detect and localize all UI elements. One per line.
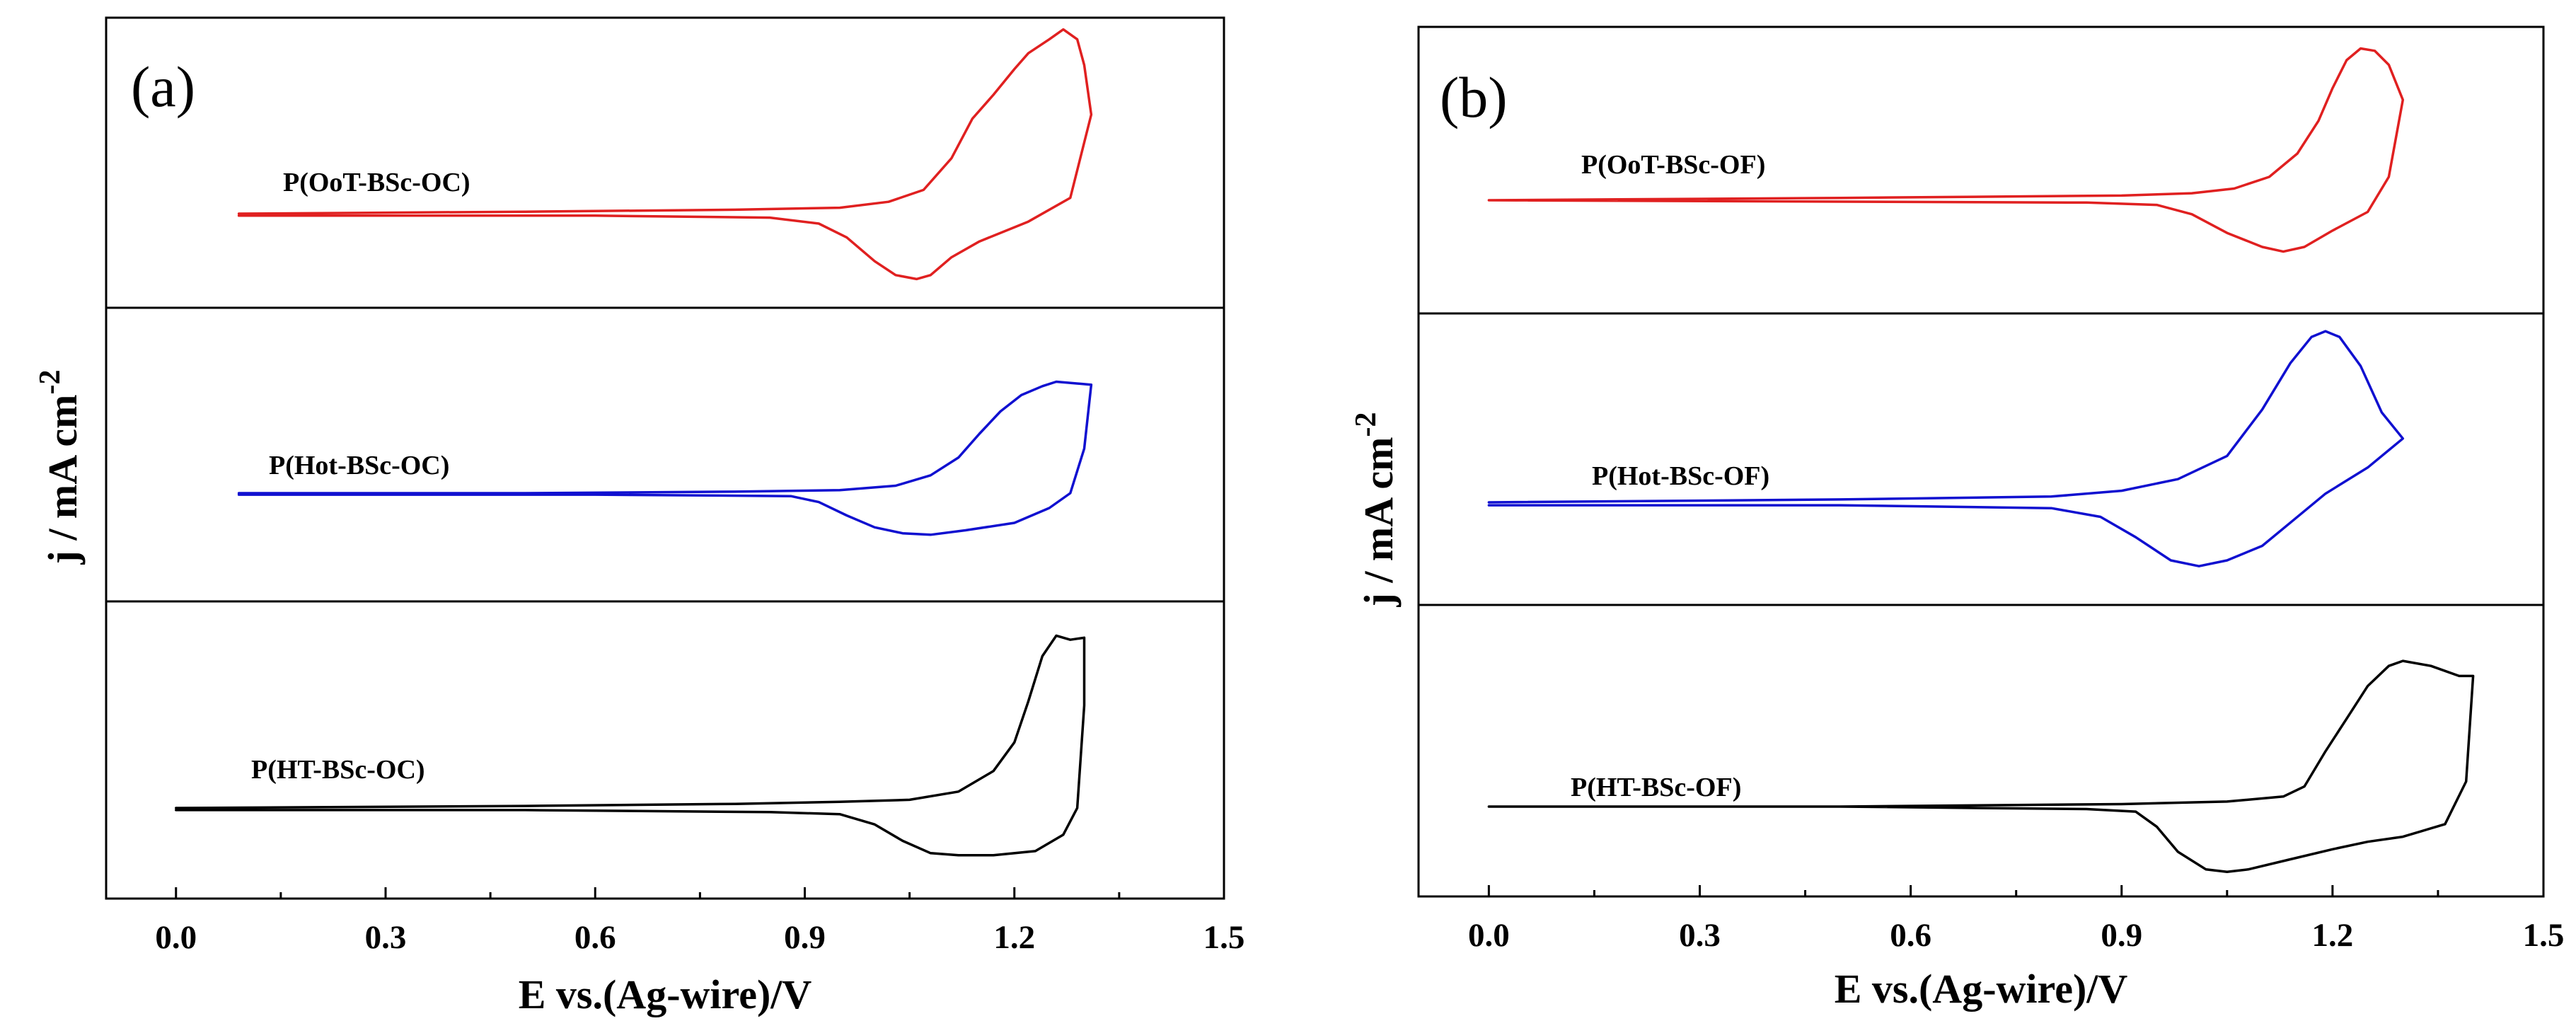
- x-axis-ticks-a: [175, 887, 1225, 899]
- x-axis-ticks-b: [1487, 885, 2545, 896]
- cv-trace-p-oot-bsc-oc: [237, 28, 1093, 281]
- cv-trace-p-hot-bsc-oc: [237, 380, 1093, 536]
- panel-label-b: (b): [1440, 65, 1508, 129]
- subplot-b-bottom-frame: [1417, 604, 2545, 898]
- series-label-poot-bsc-of: P(OoT-BSc-OF): [1581, 150, 1765, 180]
- x-tick-label: 1.2: [993, 919, 1035, 956]
- panel-label-a: (a): [131, 54, 195, 119]
- y-axis-title-b-main: j / mA cm: [1356, 437, 1402, 608]
- x-tick-label: 0.6: [574, 919, 616, 956]
- series-label-phot-bsc-oc: P(Hot-BSc-OC): [269, 451, 449, 480]
- y-axis-title-b: j / mA cm-2: [1350, 412, 1402, 608]
- x-tick-label: 1.5: [2523, 917, 2565, 954]
- x-tick-label: 0.3: [1679, 917, 1721, 954]
- x-tick-labels-a: 0.0 0.3 0.6 0.9 1.2 1.5: [155, 919, 1244, 956]
- x-tick-label: 0.9: [2101, 917, 2142, 954]
- series-label-poot-bsc-oc: P(OoT-BSc-OC): [283, 168, 470, 197]
- cv-trace-p-oot-bsc-of: [1487, 47, 2405, 253]
- x-tick-label: 0.9: [784, 919, 826, 956]
- series-label-phot-bsc-of: P(Hot-BSc-OF): [1592, 461, 1769, 491]
- series-label-pht-bsc-of: P(HT-BSc-OF): [1571, 773, 1741, 802]
- cv-trace-p-hot-bsc-of: [1487, 330, 2405, 567]
- chart-panel-b: (b) P(OoT-BSc-OF) P(Hot-BSc-OF) P(HT-BSc…: [1350, 25, 2564, 1012]
- cv-trace-p-ht-bsc-of: [1487, 659, 2475, 874]
- x-tick-label: 0.0: [155, 919, 197, 956]
- y-axis-title-b-sup: -2: [1350, 412, 1382, 437]
- cv-trace-p-ht-bsc-oc: [175, 634, 1086, 857]
- cv-traces-a: [175, 28, 1093, 857]
- x-tick-label: 1.2: [2312, 917, 2354, 954]
- chart-panel-a: (a) P(OoT-BSc-OC) P(Hot-BSc-OC) P(HT-BSc…: [34, 16, 1244, 1017]
- x-tick-label: 1.5: [1203, 919, 1245, 956]
- svg-text:j / mA cm-2: j / mA cm-2: [34, 370, 86, 565]
- x-axis-title-a: E vs.(Ag-wire)/V: [519, 971, 812, 1017]
- x-tick-label: 0.0: [1468, 917, 1510, 954]
- x-tick-labels-b: 0.0 0.3 0.6 0.9 1.2 1.5: [1468, 917, 2564, 954]
- svg-text:j / mA cm-2: j / mA cm-2: [1350, 412, 1402, 608]
- y-axis-title-a-main: j / mA cm: [40, 395, 86, 565]
- x-tick-label: 0.3: [365, 919, 407, 956]
- x-tick-label: 0.6: [1890, 917, 1931, 954]
- cv-traces-b: [1487, 47, 2475, 874]
- series-label-pht-bsc-oc: P(HT-BSc-OC): [251, 755, 425, 785]
- y-axis-title-a-sup: -2: [34, 370, 67, 395]
- subplot-a-bottom-frame: [105, 600, 1225, 900]
- x-axis-title-b: E vs.(Ag-wire)/V: [1835, 966, 2128, 1012]
- y-axis-title-a: j / mA cm-2: [34, 370, 86, 565]
